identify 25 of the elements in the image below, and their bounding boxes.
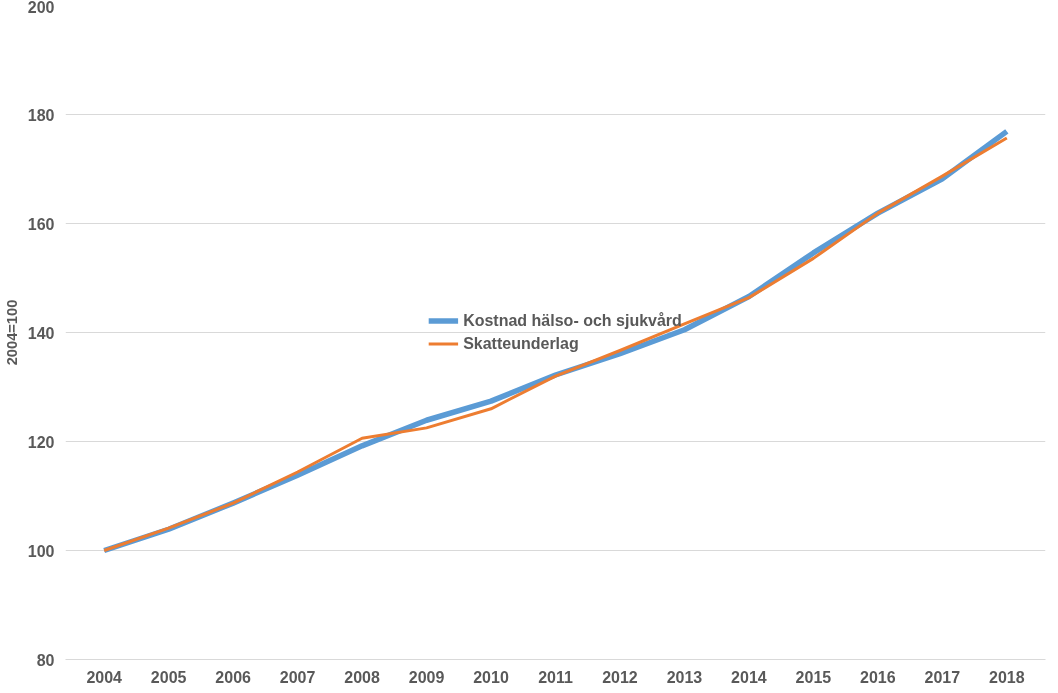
- x-tick-label: 2007: [279, 668, 316, 686]
- x-tick-label: 2015: [795, 668, 832, 686]
- y-tick-label: 140: [27, 324, 55, 342]
- x-tick-label: 2008: [344, 668, 380, 686]
- x-tick-label: 2010: [473, 668, 509, 686]
- y-tick-label: 200: [27, 0, 55, 16]
- y-tick-label: 80: [36, 651, 55, 669]
- legend-label: Skatteunderlag: [463, 334, 579, 353]
- x-tick-label: 2009: [408, 668, 445, 686]
- legend-label: Kostnad hälso- och sjukvård: [463, 311, 682, 330]
- x-tick-label: 2011: [538, 668, 573, 686]
- x-tick-label: 2014: [731, 668, 767, 686]
- x-tick-label: 2012: [602, 668, 638, 686]
- y-tick-label: 120: [27, 433, 55, 451]
- y-tick-label: 180: [27, 106, 55, 124]
- x-tick-label: 2016: [860, 668, 896, 686]
- y-axis-title: 2004=100: [3, 299, 20, 366]
- x-tick-label: 2006: [215, 668, 252, 686]
- y-tick-label: 100: [27, 542, 55, 560]
- x-tick-label: 2018: [989, 668, 1025, 686]
- x-tick-label: 2013: [666, 668, 703, 686]
- x-tick-label: 2004: [86, 668, 123, 686]
- x-tick-label: 2017: [924, 668, 961, 686]
- x-tick-label: 2005: [150, 668, 187, 686]
- y-tick-label: 160: [27, 215, 55, 233]
